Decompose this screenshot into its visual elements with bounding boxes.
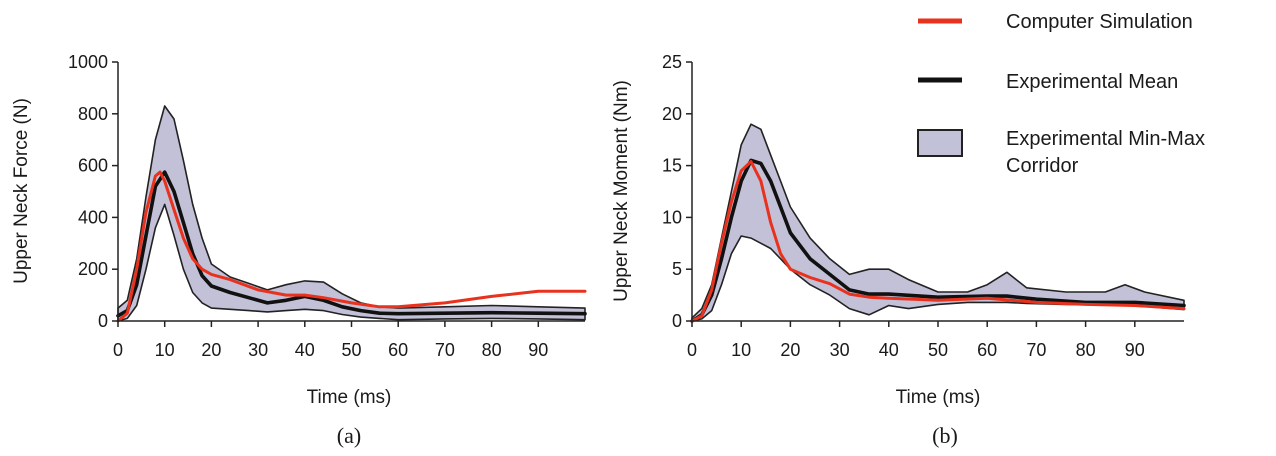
x-tick-label: 70 xyxy=(1026,340,1046,360)
x-tick-label: 0 xyxy=(113,340,123,360)
x-tick-label: 30 xyxy=(248,340,268,360)
x-tick-label: 80 xyxy=(482,340,502,360)
axes-b: 0 5 10 15 20 25 0 10 20 30 40 50 60 70 80 90 xyxy=(662,52,1184,360)
legend-label-corridor: Experimental Min-Max xyxy=(1006,128,1205,150)
x-tick-label: 10 xyxy=(731,340,751,360)
y-tick-label: 800 xyxy=(78,104,108,124)
x-tick-label: 60 xyxy=(388,340,408,360)
mean-line-a xyxy=(116,170,587,318)
plot-area-b xyxy=(690,123,1186,323)
x-tick-label: 40 xyxy=(879,340,899,360)
x-tick-label: 80 xyxy=(1076,340,1096,360)
y-tick-label: 600 xyxy=(78,156,108,176)
y-tick-label: 400 xyxy=(78,207,108,227)
y-tick-label: 200 xyxy=(78,259,108,279)
simulation-line-a xyxy=(116,170,587,323)
x-tick-label: 90 xyxy=(528,340,548,360)
y-tick-label: 25 xyxy=(662,52,682,72)
legend-label-corridor-line2: Corridor xyxy=(1006,155,1079,177)
x-axis-title-b: Time (ms) xyxy=(896,387,981,408)
x-axis-title-a: Time (ms) xyxy=(307,387,392,408)
x-tick-label: 70 xyxy=(435,340,455,360)
corridor-band-a xyxy=(117,105,586,322)
x-tick-label: 60 xyxy=(977,340,997,360)
y-axis-title-a: Upper Neck Force (N) xyxy=(11,98,32,284)
y-axis-title-b: Upper Neck Moment (Nm) xyxy=(611,80,632,302)
axes-a: 0 200 400 600 800 1000 0 10 20 30 40 50 60 70 80 90 xyxy=(68,52,585,360)
y-tick-label: 10 xyxy=(662,207,682,227)
simulation-line-b xyxy=(690,160,1186,323)
y-tick-label: 0 xyxy=(672,311,682,331)
y-tick-label: 20 xyxy=(662,104,682,124)
x-tick-label: 0 xyxy=(687,340,697,360)
chart-panel-a: 0 200 400 600 800 1000 0 10 20 30 40 50 60 70 80 90 Tim… xyxy=(11,52,587,448)
mean-line-b xyxy=(690,158,1186,323)
y-tick-label: 0 xyxy=(98,311,108,331)
y-tick-label: 15 xyxy=(662,156,682,176)
x-tick-label: 30 xyxy=(830,340,850,360)
legend-label-mean: Experimental Mean xyxy=(1006,71,1178,93)
y-tick-label: 1000 xyxy=(68,52,108,72)
x-tick-label: 90 xyxy=(1125,340,1145,360)
x-tick-label: 20 xyxy=(780,340,800,360)
x-tick-label: 10 xyxy=(155,340,175,360)
legend-swatch-corridor xyxy=(917,129,963,157)
panel-label-a: (a) xyxy=(337,423,361,448)
x-tick-label: 20 xyxy=(201,340,221,360)
legend: Computer Simulation Experimental Mean Ex… xyxy=(917,11,1205,177)
legend-label-simulation: Computer Simulation xyxy=(1006,11,1193,33)
x-tick-label: 50 xyxy=(928,340,948,360)
x-tick-label: 50 xyxy=(341,340,361,360)
x-tick-label: 40 xyxy=(295,340,315,360)
y-tick-label: 5 xyxy=(672,259,682,279)
plot-area-a xyxy=(116,105,587,323)
panel-label-b: (b) xyxy=(932,423,958,448)
